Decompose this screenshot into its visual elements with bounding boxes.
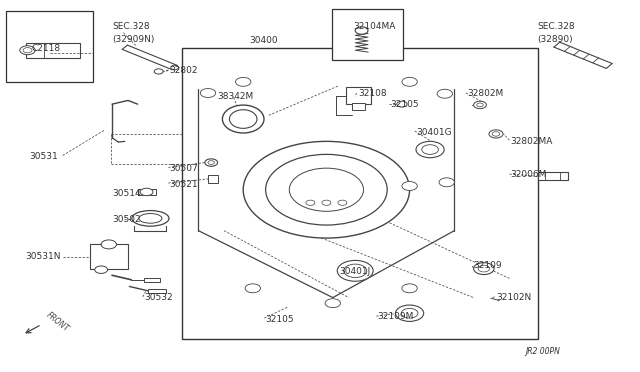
Circle shape xyxy=(474,263,494,275)
Text: 30401J: 30401J xyxy=(339,267,371,276)
Circle shape xyxy=(236,77,251,86)
Bar xyxy=(144,278,160,282)
Circle shape xyxy=(401,308,418,318)
Bar xyxy=(538,172,568,180)
Circle shape xyxy=(402,284,417,293)
Text: 30531N: 30531N xyxy=(26,252,61,261)
Circle shape xyxy=(171,65,179,70)
Text: 32006M: 32006M xyxy=(511,170,547,179)
Circle shape xyxy=(154,69,163,74)
Circle shape xyxy=(422,145,438,154)
Circle shape xyxy=(402,77,417,86)
Circle shape xyxy=(95,266,108,273)
Text: 32108: 32108 xyxy=(358,89,387,97)
Text: 30514: 30514 xyxy=(112,189,141,198)
Circle shape xyxy=(338,200,347,205)
Text: 32105: 32105 xyxy=(390,100,419,109)
Bar xyxy=(90,244,128,269)
Bar xyxy=(26,43,80,58)
Text: 32102N: 32102N xyxy=(496,293,531,302)
Text: 32105: 32105 xyxy=(266,315,294,324)
Circle shape xyxy=(23,48,32,53)
Circle shape xyxy=(101,240,116,249)
Text: (32909N): (32909N) xyxy=(112,35,154,44)
Circle shape xyxy=(140,188,153,196)
Circle shape xyxy=(439,178,454,187)
Circle shape xyxy=(205,159,218,166)
Bar xyxy=(332,9,403,60)
Bar xyxy=(6,11,93,82)
Text: 30401G: 30401G xyxy=(416,128,452,137)
Circle shape xyxy=(477,103,483,107)
Text: 32802: 32802 xyxy=(170,66,198,75)
Circle shape xyxy=(266,154,387,225)
Text: 30531: 30531 xyxy=(29,152,58,161)
Circle shape xyxy=(355,27,368,34)
Text: 30507: 30507 xyxy=(170,164,198,173)
Text: 32104MA: 32104MA xyxy=(353,22,396,31)
Circle shape xyxy=(200,89,216,97)
Ellipse shape xyxy=(139,214,162,223)
Text: SEC.328: SEC.328 xyxy=(112,22,150,31)
Text: SEC.328: SEC.328 xyxy=(538,22,575,31)
Circle shape xyxy=(322,200,331,205)
Text: JR2 00PN: JR2 00PN xyxy=(525,347,559,356)
Ellipse shape xyxy=(132,211,169,226)
Text: 30400: 30400 xyxy=(250,36,278,45)
Text: 38342M: 38342M xyxy=(218,92,254,101)
Text: FRONT: FRONT xyxy=(45,310,71,333)
Circle shape xyxy=(478,265,490,272)
Bar xyxy=(148,289,166,293)
Circle shape xyxy=(325,299,340,308)
Circle shape xyxy=(344,264,367,278)
Text: 32109: 32109 xyxy=(474,262,502,270)
Circle shape xyxy=(402,182,417,190)
Bar xyxy=(182,48,538,339)
Circle shape xyxy=(396,305,424,321)
Ellipse shape xyxy=(230,110,257,128)
Ellipse shape xyxy=(223,105,264,133)
Bar xyxy=(346,87,371,104)
Circle shape xyxy=(474,101,486,109)
Bar xyxy=(208,175,218,183)
Text: 30502: 30502 xyxy=(112,215,141,224)
Text: 32109M: 32109M xyxy=(378,312,414,321)
Circle shape xyxy=(397,101,407,107)
Circle shape xyxy=(243,141,410,238)
Text: C2118: C2118 xyxy=(32,44,61,53)
Text: 30521: 30521 xyxy=(170,180,198,189)
Circle shape xyxy=(289,168,364,211)
Text: 32802M: 32802M xyxy=(467,89,504,97)
Bar xyxy=(138,189,156,195)
Text: 30532: 30532 xyxy=(144,293,173,302)
Circle shape xyxy=(437,89,452,98)
Circle shape xyxy=(20,46,35,55)
Circle shape xyxy=(492,132,500,136)
Text: (32890): (32890) xyxy=(538,35,573,44)
Circle shape xyxy=(245,284,260,293)
Circle shape xyxy=(306,200,315,205)
Text: 32802MA: 32802MA xyxy=(511,137,553,146)
Circle shape xyxy=(416,141,444,158)
Circle shape xyxy=(489,130,503,138)
Bar xyxy=(352,103,365,110)
Circle shape xyxy=(337,260,373,281)
